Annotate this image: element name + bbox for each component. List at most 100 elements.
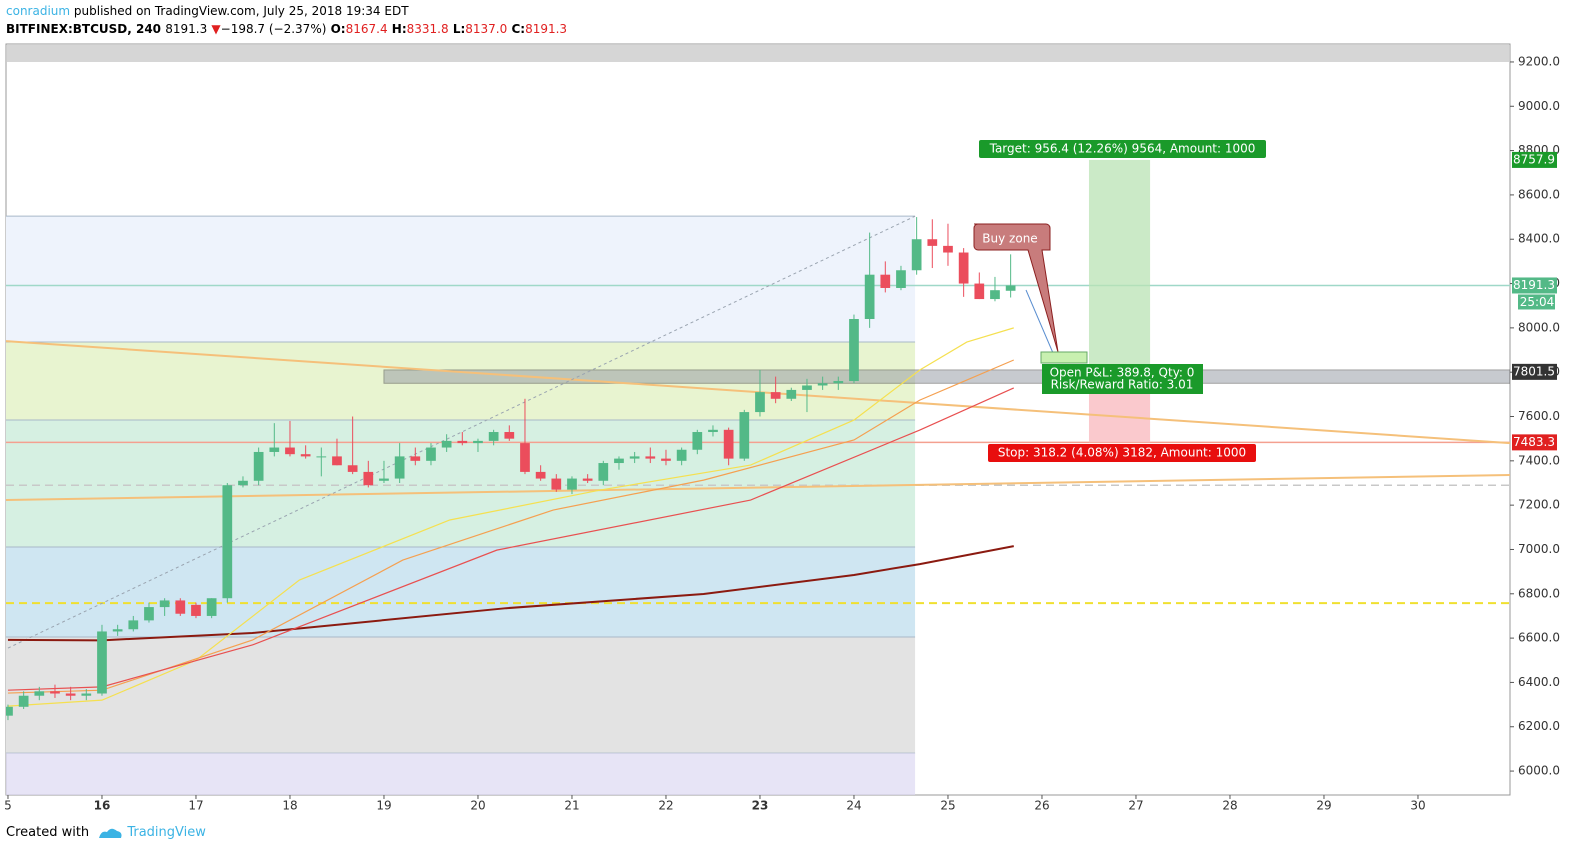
candle-body (206, 598, 217, 616)
candle-body (410, 456, 421, 461)
l-label: L: (452, 22, 466, 36)
y-tick-label: 8600.0 (1518, 187, 1560, 201)
candle-body (896, 270, 906, 288)
user[interactable]: conradium (6, 4, 71, 18)
buy-zone: Buy zone (982, 232, 1037, 246)
close: 8191.3 (525, 22, 568, 36)
candle-body (300, 454, 311, 457)
target-label-box (979, 140, 1266, 158)
candle-body (958, 252, 969, 284)
candle-body (629, 456, 640, 459)
published: published on TradingView.com, July 25, 2… (73, 4, 409, 18)
x-tick-label: 27 (1128, 799, 1143, 813)
brand[interactable]: TradingView (127, 825, 206, 840)
candle-body (128, 620, 139, 630)
price-label: 7801.5 (1513, 364, 1555, 378)
x-tick-label: 25 (940, 799, 955, 813)
arrow: ▼ (211, 22, 221, 36)
x-tick-label: 17 (188, 799, 203, 813)
price-label-box (1512, 277, 1557, 294)
candle-body (97, 631, 107, 694)
candle-body (927, 239, 938, 246)
candle-body (943, 245, 953, 253)
buy-zone-callout (973, 223, 1059, 353)
h-label: H: (391, 22, 407, 36)
o-label: O: (330, 22, 346, 36)
candle-body (849, 319, 859, 382)
fib-band (6, 547, 916, 637)
candle-body (911, 239, 922, 271)
candle-body (755, 392, 765, 413)
x-tick-label: 24 (846, 799, 861, 813)
price-label: 8757.9 (1513, 152, 1555, 166)
price-label: 8191.3 (1513, 278, 1555, 292)
y-tick-label: 7200.0 (1518, 498, 1560, 512)
ma-fast (7, 327, 1014, 707)
x-tick-label: 5 (4, 799, 12, 813)
candle-body (708, 429, 718, 433)
candle-body (520, 443, 530, 472)
candle-body (864, 274, 875, 320)
chart: 6000.0 6200.0 6400.0 6600.0 6800.0 7000.0 7200… (4, 43, 1560, 813)
candle-body (191, 604, 201, 616)
fib-below (6, 753, 916, 795)
publish-line: conradium published on TradingView.com, … (6, 4, 409, 18)
candle-body (441, 440, 452, 448)
candle-body (817, 383, 828, 386)
y-tick-label: 6200.0 (1518, 719, 1560, 733)
top-band (7, 45, 1509, 62)
candle-body (269, 447, 280, 452)
candle-body (535, 471, 546, 479)
x-tick-label: 18 (282, 799, 297, 813)
candle-body (551, 478, 562, 490)
candle-body (645, 456, 656, 459)
ma-200 (7, 545, 1014, 642)
arrow (1025, 289, 1057, 361)
x-tick-label: 20 (470, 799, 485, 813)
y-tick-label: 8000.0 (1518, 320, 1560, 334)
candle-body (974, 283, 985, 300)
countdown: 25:04 (1520, 295, 1555, 309)
candle-body (18, 695, 29, 707)
symbol-line: BITFINEX:BTCUSD, 240 8191.3 ▼−198.7 (−2.… (6, 22, 567, 36)
candle-body (739, 412, 750, 459)
x-tick-label: 21 (564, 799, 579, 813)
candle-body (379, 478, 389, 481)
candle-body (880, 274, 891, 288)
candle-body (426, 447, 436, 461)
fib-band (6, 636, 916, 754)
fib-band (6, 216, 916, 343)
x-tick-label: 28 (1222, 799, 1237, 813)
candle-body (661, 458, 671, 461)
c-label: C: (511, 22, 526, 36)
y-tick-label: 7400.0 (1518, 453, 1560, 467)
candle-body (222, 485, 233, 599)
price-label-box (1512, 434, 1557, 451)
candle-body (285, 447, 295, 455)
price-label-box (1512, 363, 1557, 380)
y-tick-label: 6000.0 (1518, 764, 1560, 778)
y-tick-label: 9200.0 (1518, 54, 1560, 68)
price-label-box (1512, 151, 1557, 168)
candle-body (1005, 285, 1016, 291)
fib-band (6, 420, 916, 548)
candle-body (253, 451, 264, 481)
x-tick-label: 30 (1410, 799, 1425, 813)
candle-body (692, 432, 703, 450)
created: Created with (6, 825, 90, 840)
candle-body (34, 691, 45, 696)
high: 8331.8 (406, 22, 449, 36)
entry-zone (383, 369, 1510, 384)
entry-marker (1040, 351, 1088, 364)
stop-label: Stop: 318.2 (4.08%) 3182, Amount: 1000 (998, 446, 1246, 460)
x-tick-label: 22 (658, 799, 673, 813)
x-tick-label: 29 (1316, 799, 1331, 813)
open: 8167.4 (345, 22, 388, 36)
countdown-box (1518, 294, 1555, 310)
change: −198.7 (−2.37%) (220, 22, 327, 36)
x-tick-label: 19 (376, 799, 391, 813)
logo (99, 828, 122, 838)
candle-body (50, 691, 60, 694)
candle-body (802, 385, 812, 390)
candle-body (394, 456, 405, 479)
